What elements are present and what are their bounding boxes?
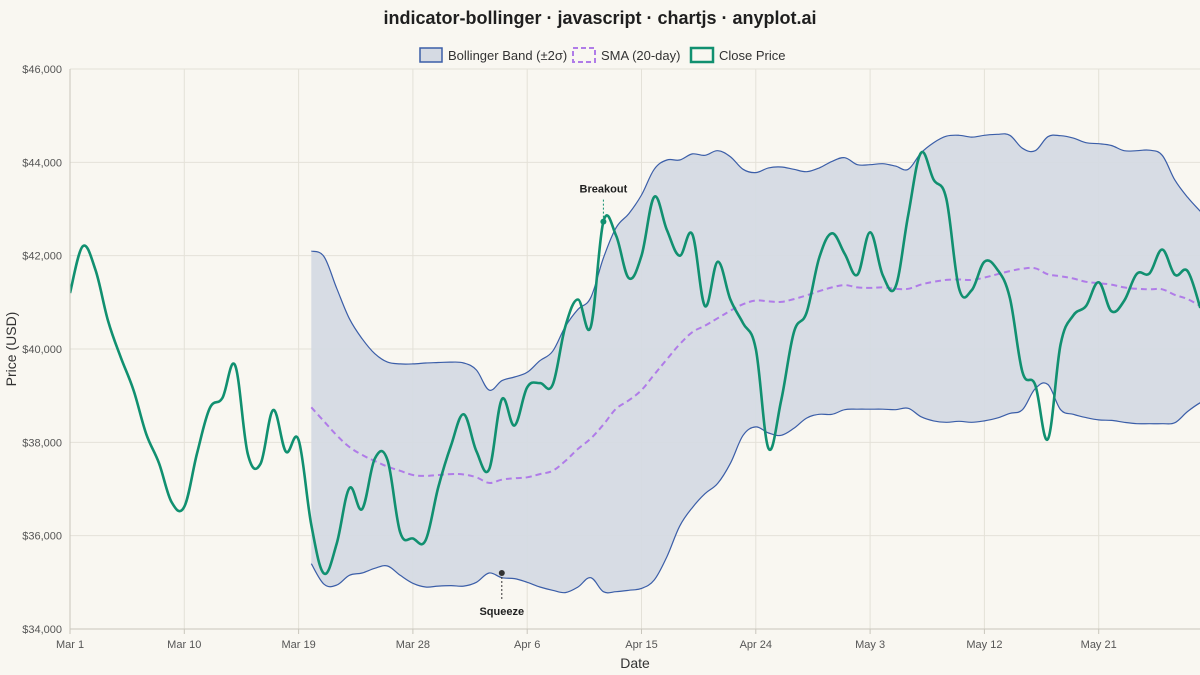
x-axis-title: Date — [620, 655, 650, 671]
legend-label-sma: SMA (20-day) — [601, 48, 680, 63]
sma-layer — [310, 266, 1200, 484]
x-tick-label: May 3 — [855, 639, 885, 651]
bollinger-upper-line — [311, 133, 1200, 391]
bollinger-lower-line — [310, 382, 1200, 594]
chart-title: indicator-bollinger · javascript · chart… — [383, 8, 816, 28]
legend-label-band: Bollinger Band (±2σ) — [448, 48, 567, 63]
x-tick-label: Mar 10 — [167, 639, 201, 651]
axis-layer: $34,000 $36,000 $38,000 $40,000 $42,000 $44,0… — [22, 64, 1200, 651]
sma-line — [310, 266, 1200, 484]
legend-swatch-band — [419, 47, 443, 63]
x-tick-label: May 21 — [1081, 639, 1117, 651]
annotation-label: Squeeze — [479, 606, 524, 618]
y-tick-label: $38,000 — [22, 437, 62, 449]
y-tick-label: $42,000 — [22, 251, 62, 263]
x-tick-label: Apr 15 — [625, 639, 657, 651]
annotation-label: Breakout — [580, 184, 628, 196]
bollinger-band-area — [311, 133, 1200, 593]
price-layer — [70, 150, 1200, 576]
y-tick-label: $40,000 — [22, 344, 62, 356]
y-tick-label: $46,000 — [22, 64, 62, 76]
legend[interactable]: Bollinger Band (±2σ) SMA (20-day) Close … — [419, 46, 785, 64]
annotation-layer: Breakout Squeeze — [479, 184, 627, 618]
y-tick-label: $34,000 — [22, 624, 62, 636]
x-tick-label: Mar 1 — [56, 639, 84, 651]
y-tick-label: $44,000 — [22, 157, 62, 169]
close-price-line — [70, 150, 1200, 576]
x-tick-label: Mar 19 — [281, 639, 315, 651]
legend-item-sma[interactable]: SMA (20-day) — [572, 47, 680, 63]
x-tick-label: Apr 24 — [740, 639, 772, 651]
x-tick-label: Mar 28 — [396, 639, 430, 651]
legend-item-close[interactable]: Close Price — [689, 46, 785, 64]
x-tick-label: Apr 6 — [514, 639, 540, 651]
band-layer — [310, 133, 1200, 594]
y-tick-label: $36,000 — [22, 531, 62, 543]
legend-swatch-close — [689, 46, 715, 64]
legend-item-band[interactable]: Bollinger Band (±2σ) — [419, 47, 567, 63]
legend-label-close: Close Price — [719, 48, 785, 63]
y-axis-title: Price (USD) — [3, 312, 19, 387]
x-tick-label: May 12 — [966, 639, 1002, 651]
legend-swatch-sma — [572, 47, 596, 63]
